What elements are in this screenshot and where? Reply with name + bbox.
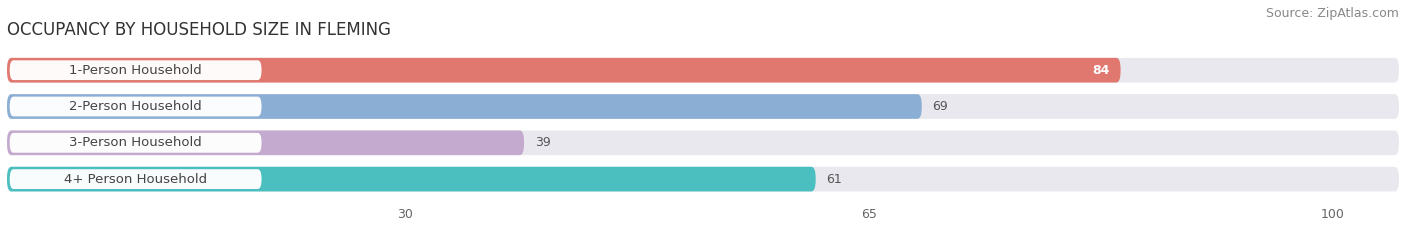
FancyBboxPatch shape [7, 94, 1399, 119]
FancyBboxPatch shape [10, 133, 262, 153]
Text: 61: 61 [827, 173, 842, 186]
Text: 69: 69 [932, 100, 948, 113]
Text: Source: ZipAtlas.com: Source: ZipAtlas.com [1265, 7, 1399, 20]
FancyBboxPatch shape [10, 97, 262, 116]
FancyBboxPatch shape [7, 130, 1399, 155]
Text: 39: 39 [534, 136, 550, 149]
Text: 3-Person Household: 3-Person Household [69, 136, 202, 149]
FancyBboxPatch shape [7, 167, 815, 192]
FancyBboxPatch shape [10, 169, 262, 189]
Text: 1-Person Household: 1-Person Household [69, 64, 202, 77]
Text: OCCUPANCY BY HOUSEHOLD SIZE IN FLEMING: OCCUPANCY BY HOUSEHOLD SIZE IN FLEMING [7, 21, 391, 39]
FancyBboxPatch shape [7, 58, 1121, 82]
FancyBboxPatch shape [7, 58, 1399, 82]
FancyBboxPatch shape [7, 167, 1399, 192]
Text: 4+ Person Household: 4+ Person Household [65, 173, 207, 186]
FancyBboxPatch shape [7, 130, 524, 155]
Text: 84: 84 [1092, 64, 1109, 77]
FancyBboxPatch shape [10, 60, 262, 80]
Text: 2-Person Household: 2-Person Household [69, 100, 202, 113]
FancyBboxPatch shape [7, 94, 922, 119]
